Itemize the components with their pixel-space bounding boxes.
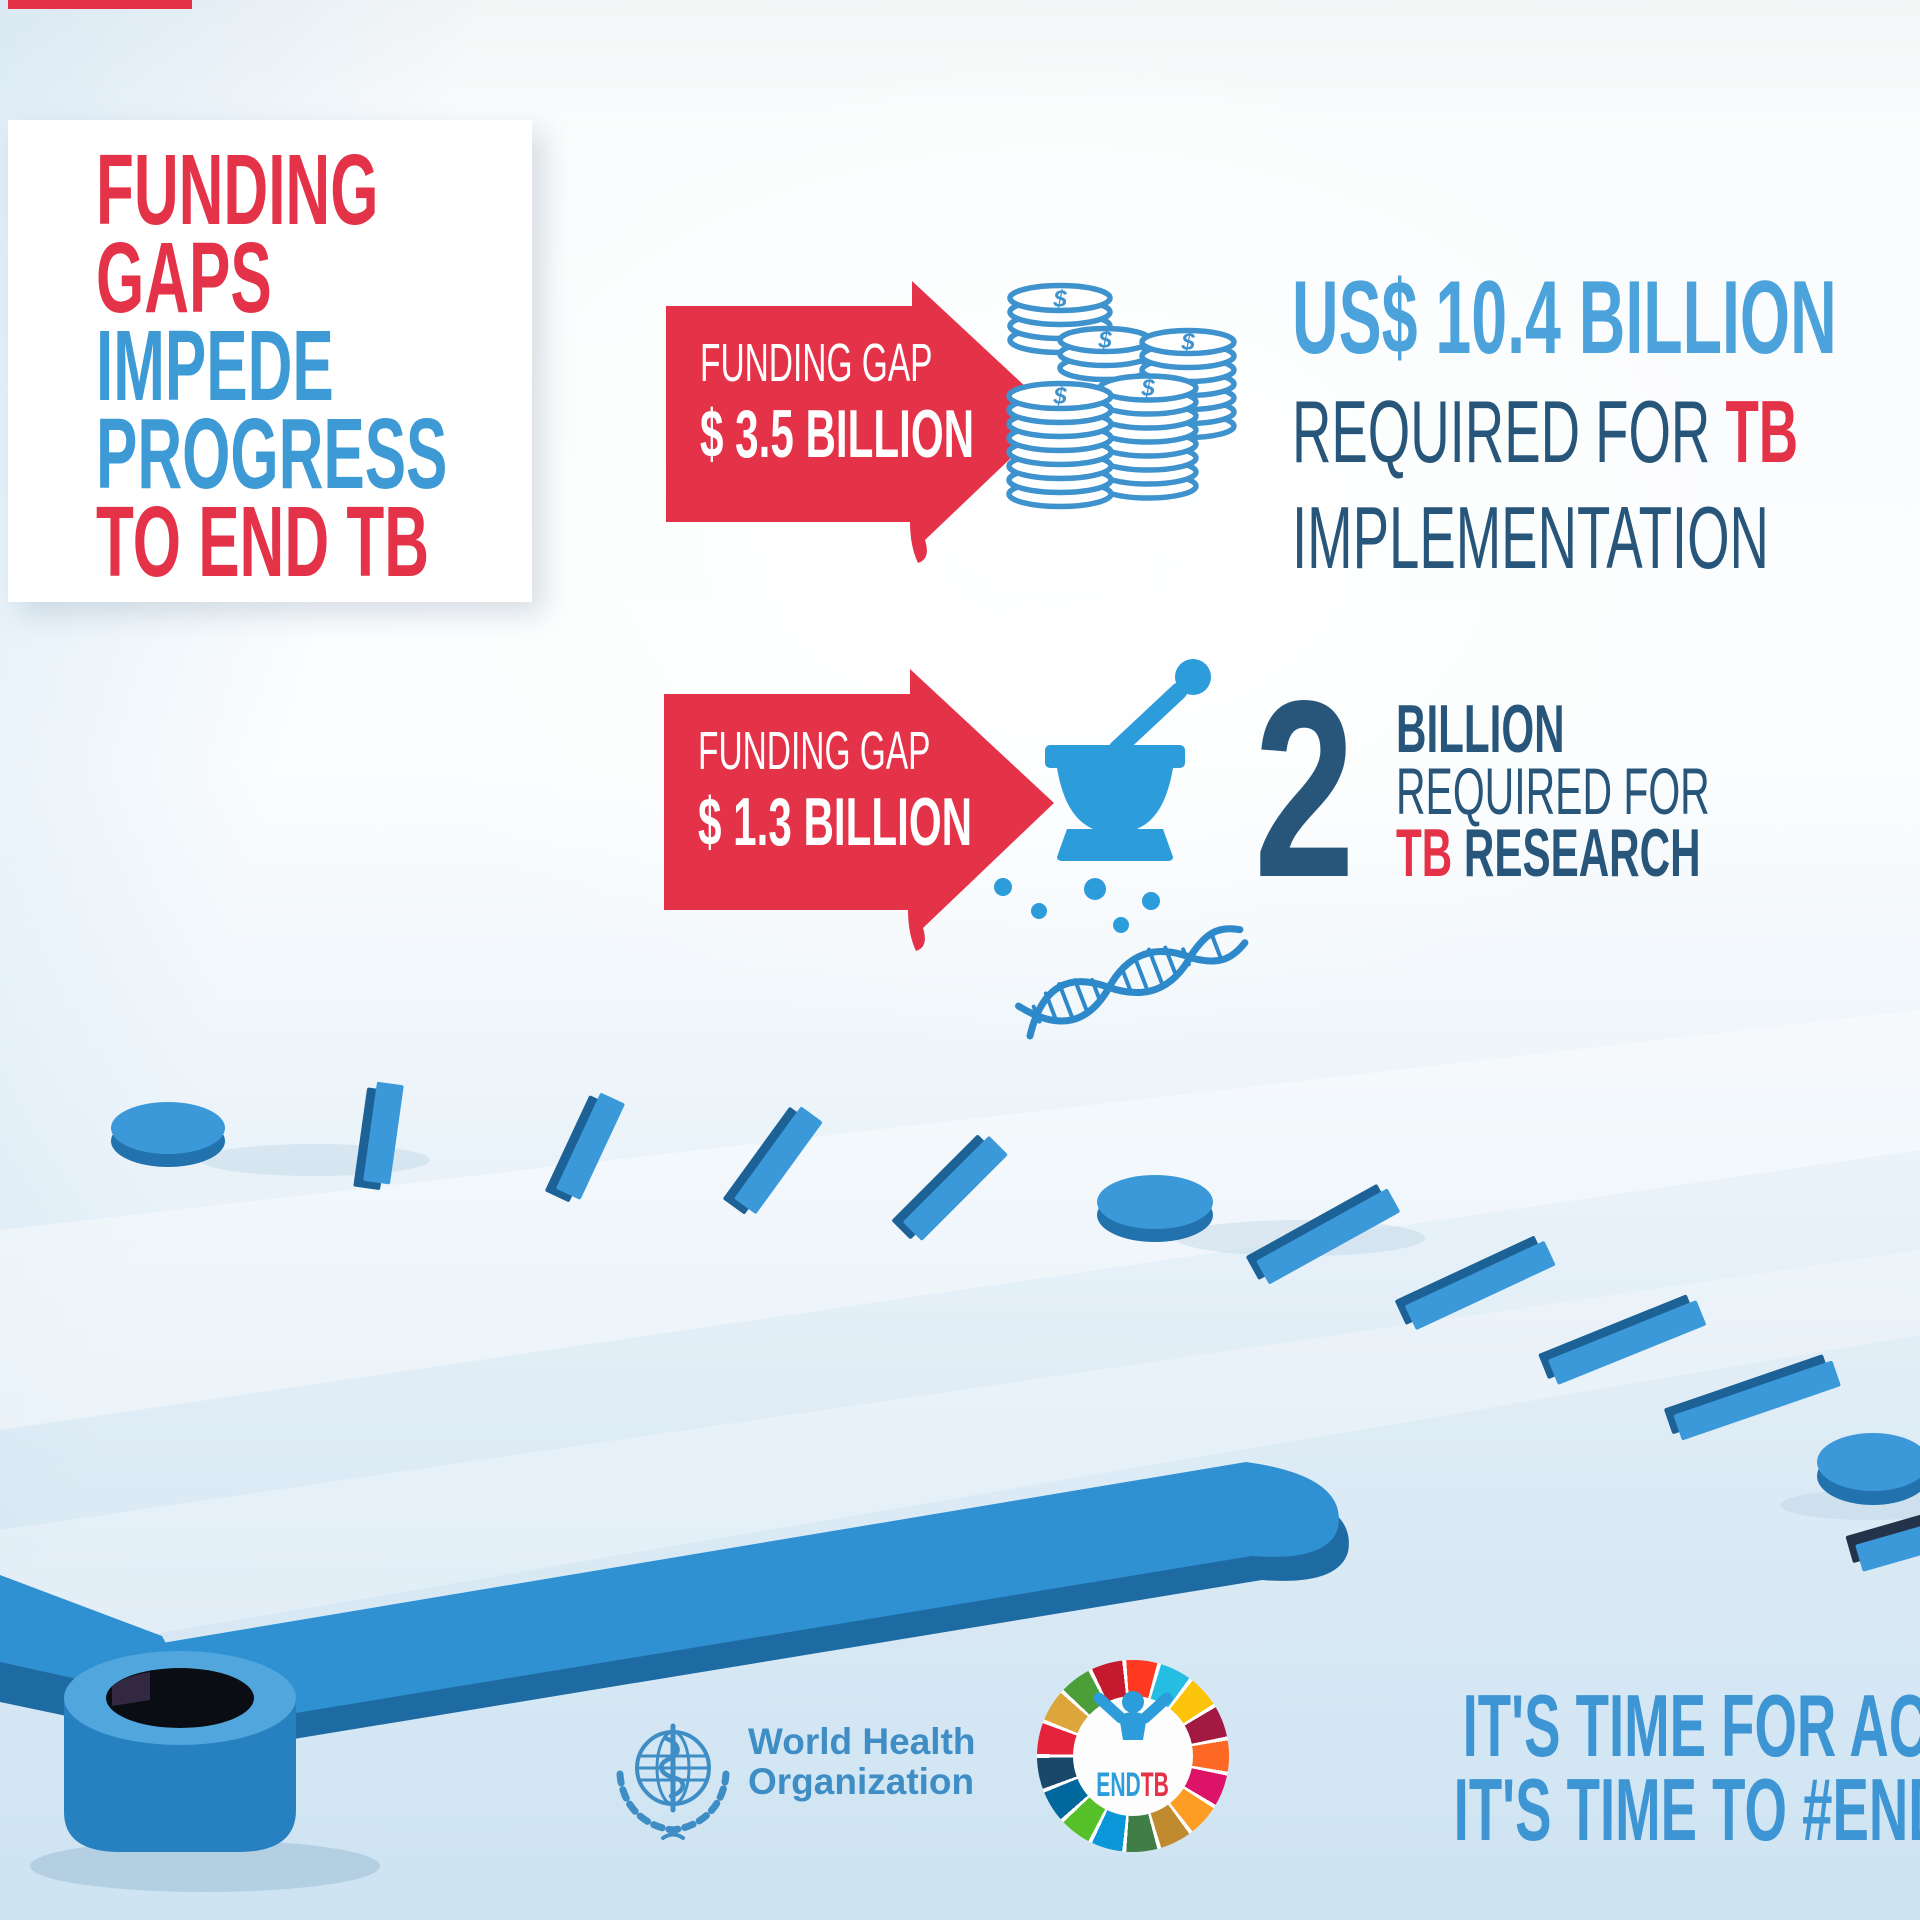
title-card: FUNDING GAPS IMPEDE PROGRESS TO END TB (8, 120, 532, 602)
clock-hour-dot (1097, 1175, 1213, 1242)
clock-tick (1246, 1184, 1400, 1284)
coin-stacks-icon: $ $ $ $ $ (1006, 282, 1237, 510)
svg-text:$: $ (1052, 383, 1067, 410)
funding-gap-amount: $ 3.5 BILLION (700, 396, 975, 472)
arrow-right-icon (664, 669, 1054, 951)
who-emblem-icon (616, 1723, 730, 1840)
svg-text:$: $ (1180, 329, 1195, 356)
research-text: RESEARCH (1452, 815, 1701, 891)
research-line1: BILLION (1396, 692, 1668, 766)
title-line: PROGRESS (96, 398, 448, 510)
tb-accent: TB (1725, 382, 1799, 481)
billion-text: BILLION (1396, 691, 1565, 767)
who-name-line2: Organization (748, 1761, 975, 1802)
title-line: GAPS (96, 222, 272, 334)
research-line2: REQUIRED FOR (1396, 754, 1902, 828)
clock-hour-dot (1817, 1433, 1920, 1505)
title-line: FUNDING (96, 134, 379, 246)
endtb-label: ENDTB (1037, 1766, 1229, 1805)
tb-accent: TB (1396, 815, 1453, 891)
required-for-text: REQUIRED FOR (1396, 754, 1710, 828)
clock-tick (723, 1107, 823, 1214)
funding-gap-label: FUNDING GAP (700, 333, 933, 393)
page-title: FUNDING GAPS IMPEDE PROGRESS TO END TB (8, 120, 532, 598)
clock-minute-hand (113, 1462, 1349, 1760)
tagline-line2-text: IT'S TIME TO #END (1453, 1760, 1920, 1859)
clock-tick (353, 1081, 404, 1190)
clock-tick (545, 1093, 625, 1202)
title-line: IMPEDE (96, 310, 334, 422)
clock-tick (1845, 1511, 1920, 1572)
tb-text: TB (1141, 1766, 1170, 1804)
light-streak (0, 1010, 1920, 1430)
endtb-badge: ENDTB (1037, 1660, 1229, 1852)
clock-tick (892, 1135, 1008, 1241)
tagline-line1-text: IT'S TIME FOR ACTION (1462, 1676, 1920, 1775)
svg-text:$: $ (1052, 286, 1067, 313)
clock-tick (1664, 1354, 1841, 1441)
clock-hour-dot (111, 1102, 225, 1167)
clock-hub (30, 1651, 380, 1892)
dna-icon (1015, 925, 1249, 1040)
svg-text:$: $ (1097, 327, 1112, 354)
svg-text:$: $ (1140, 375, 1155, 402)
clock-tick (1395, 1236, 1556, 1330)
funding-gap-arrow-research: FUNDING GAP $ 1.3 BILLION (664, 656, 1056, 952)
research-icons (994, 659, 1249, 1040)
person-arms-raised-icon (1093, 1691, 1173, 1740)
tagline-line1: IT'S TIME FOR ACTION (1280, 1680, 1920, 1772)
implementation-amount: US$ 10.4 BILLION (1292, 262, 1920, 374)
title-line: TO END TB (96, 486, 429, 598)
who-wordmark: World Health Organization (748, 1722, 976, 1802)
required-for-text: REQUIRED FOR (1292, 382, 1726, 481)
mortar-pestle-icon (994, 659, 1211, 933)
implementation-text: IMPLEMENTATION (1292, 488, 1769, 587)
implementation-amount-text: US$ 10.4 BILLION (1292, 260, 1837, 376)
research-line3: TB RESEARCH (1396, 816, 1887, 890)
funding-gap-amount: $ 1.3 BILLION (698, 784, 973, 860)
implementation-line2: REQUIRED FOR TB (1292, 380, 1920, 484)
light-streak (0, 1250, 1920, 1660)
tagline-line2: IT'S TIME TO #ENDTB (1280, 1764, 1920, 1856)
clock-tick (1538, 1294, 1706, 1385)
top-accent-bar (8, 0, 192, 9)
research-big-number: 2 (1254, 649, 1355, 930)
funding-gap-label: FUNDING GAP (698, 721, 931, 781)
arrow-label: FUNDING GAP $ 3.5 BILLION (700, 332, 1142, 474)
implementation-line3: IMPLEMENTATION (1292, 486, 1920, 590)
who-name-line1: World Health (748, 1721, 976, 1762)
end-text: END (1096, 1766, 1142, 1804)
arrow-right-icon (666, 281, 1056, 563)
funding-gap-arrow-implementation: FUNDING GAP $ 3.5 BILLION (666, 268, 1058, 564)
arrow-label: FUNDING GAP $ 1.3 BILLION (698, 720, 1140, 862)
marker-shadow (200, 1144, 430, 1176)
